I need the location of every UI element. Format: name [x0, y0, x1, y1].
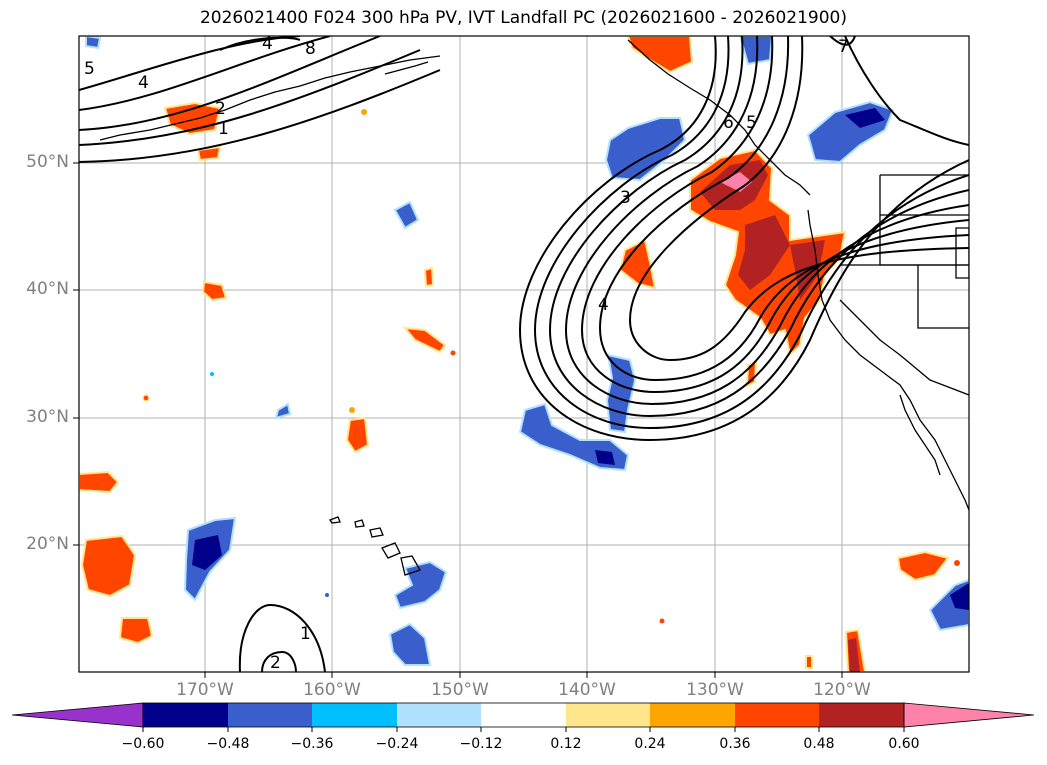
positive-pv-regions — [79, 36, 960, 672]
lon-label-160w: 160°W — [303, 680, 361, 700]
colorbar — [11, 702, 1035, 732]
lat-label-40n: 40°N — [26, 279, 69, 299]
lon-label-120w: 120°W — [813, 680, 871, 700]
negative-pv-regions — [85, 36, 969, 666]
colorbar-tick-label: 0.12 — [550, 736, 582, 752]
contour-label: 4 — [598, 295, 609, 315]
contour-label: 1 — [218, 119, 229, 139]
colorbar-tick-label: 0.24 — [634, 736, 666, 752]
colorbar-tick-label: 0.48 — [803, 736, 835, 752]
contour-labels: 5 4 4 8 2 1 7 6 5 3 4 1 2 — [84, 34, 849, 673]
lat-label-20n: 20°N — [26, 534, 69, 554]
coastlines — [99, 39, 969, 511]
contour-label: 8 — [305, 39, 316, 59]
contour-label: 5 — [746, 113, 757, 133]
hawaii-islands — [329, 516, 421, 576]
colorbar-tick-label: −0.24 — [375, 736, 419, 752]
contour-label: 2 — [270, 653, 281, 673]
colorbar-tick-label: −0.60 — [121, 736, 165, 752]
contour-label: 5 — [84, 59, 95, 79]
lon-label-170w: 170°W — [176, 680, 234, 700]
colorbar-tick-label: −0.48 — [206, 736, 250, 752]
colorbar-tick-label: 0.36 — [719, 736, 751, 752]
colorbar-tick-label: −0.36 — [290, 736, 334, 752]
lat-label-50n: 50°N — [26, 152, 69, 172]
lat-label-30n: 30°N — [26, 407, 69, 427]
lon-label-140w: 140°W — [558, 680, 616, 700]
colorbar-tick-label: 0.60 — [888, 736, 920, 752]
contour-label: 4 — [138, 73, 149, 93]
axis-ticks — [73, 162, 843, 678]
contour-label: 2 — [215, 99, 226, 119]
contour-label: 3 — [620, 188, 631, 208]
map-border — [78, 35, 970, 673]
contour-label: 1 — [300, 624, 311, 644]
colorbar-tick-label: −0.12 — [459, 736, 503, 752]
colorbar-max-extension — [903, 702, 1035, 728]
lon-label-150w: 150°W — [431, 680, 489, 700]
lon-label-130w: 130°W — [686, 680, 744, 700]
contour-label: 4 — [262, 34, 273, 54]
contour-label: 7 — [838, 37, 849, 57]
ivt-contours — [79, 36, 969, 672]
map-title: 2026021400 F024 300 hPa PV, IVT Landfall… — [199, 8, 847, 28]
colorbar-min-extension — [11, 702, 144, 728]
contour-label: 6 — [723, 113, 734, 133]
